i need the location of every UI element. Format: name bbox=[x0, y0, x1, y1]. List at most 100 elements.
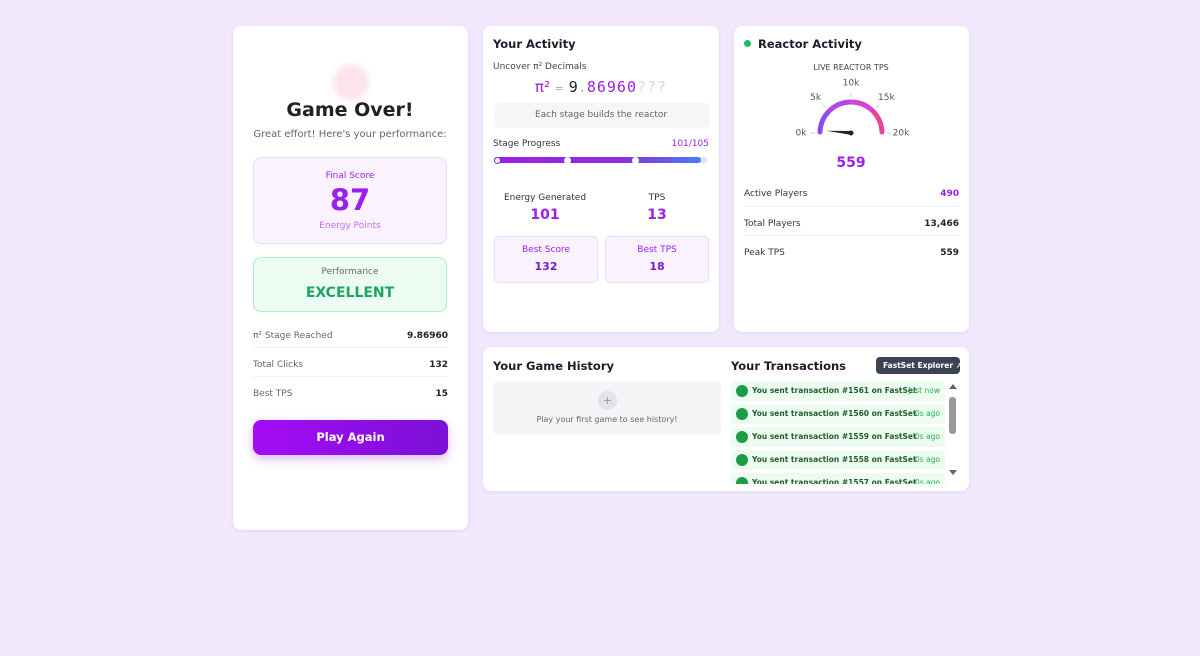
divider bbox=[253, 376, 448, 377]
performance-value: EXCELLENT bbox=[305, 285, 395, 301]
explorer-button[interactable]: FastSet Explorer ↗ bbox=[876, 357, 962, 374]
best-box bbox=[605, 236, 709, 283]
gauge-tick-label: 15k bbox=[878, 93, 895, 103]
stat-value: 15 bbox=[435, 389, 448, 399]
card-title: Reactor Activity bbox=[758, 37, 862, 51]
add-icon: + bbox=[598, 391, 617, 410]
info-box bbox=[494, 103, 709, 128]
stat-label: TPS bbox=[648, 193, 666, 203]
progress-fill bbox=[494, 157, 701, 163]
stat-label: Active Players bbox=[744, 189, 808, 199]
scrollbar bbox=[947, 384, 957, 480]
gauge-tick-label: 10k bbox=[843, 79, 860, 89]
stat-value: 13 bbox=[647, 207, 667, 223]
title: Game Over! bbox=[286, 99, 414, 121]
card-title: Your Transactions bbox=[731, 359, 847, 373]
stat-value: 101 bbox=[530, 207, 560, 223]
point: . bbox=[577, 78, 587, 96]
card-title: Your Game History bbox=[493, 359, 614, 373]
tx-text: You sent transaction #1559 on FastSet bbox=[752, 432, 917, 441]
card-title: Your Activity bbox=[493, 37, 576, 51]
subtitle: Uncover π² Decimals bbox=[493, 62, 587, 72]
explorer-label: FastSet Explorer bbox=[883, 361, 954, 370]
tx-text: You sent transaction #1557 on FastSet bbox=[752, 478, 917, 484]
equation: π² = 9.86960??? bbox=[535, 78, 667, 96]
revealed-digits: 86960 bbox=[586, 78, 637, 96]
progress-dot bbox=[564, 157, 571, 164]
live-dot bbox=[744, 40, 751, 47]
pi-symbol: π² bbox=[534, 78, 550, 96]
gauge-label: LIVE REACTOR TPS bbox=[813, 63, 889, 72]
tx-time: Just now bbox=[908, 386, 940, 395]
gauge-segment bbox=[827, 99, 853, 113]
tx-time: 0s ago bbox=[914, 478, 940, 484]
tx-time: 0s ago bbox=[914, 455, 940, 464]
gauge-hub bbox=[848, 130, 854, 136]
progress-value: 101/105 bbox=[671, 139, 709, 149]
gauge-tick-label: 5k bbox=[810, 93, 822, 103]
stat-value: 490 bbox=[940, 189, 959, 199]
transaction-item: You sent transaction #1561 on FastSet Jus… bbox=[731, 381, 945, 401]
subtitle: Great effort! Here's your performance: bbox=[253, 129, 447, 140]
best-box bbox=[494, 236, 598, 283]
tx-text: You sent transaction #1560 on FastSet bbox=[752, 409, 917, 418]
tx-icon bbox=[736, 408, 748, 420]
gauge-tick-label: 20k bbox=[893, 129, 910, 139]
info-text: Each stage builds the reactor bbox=[534, 110, 668, 120]
divider bbox=[744, 206, 959, 207]
integer: 9 bbox=[568, 78, 578, 96]
tx-time: 0s ago bbox=[914, 409, 940, 418]
best-label: Best Score bbox=[522, 245, 570, 255]
score-label: Final Score bbox=[325, 171, 375, 181]
history-empty-text: Play your first game to see history! bbox=[536, 415, 678, 424]
gauge-needle bbox=[826, 130, 852, 135]
performance-box bbox=[253, 257, 447, 312]
tx-text: You sent transaction #1561 on FastSet bbox=[752, 386, 917, 395]
transaction-item: You sent transaction #1560 on FastSet 0s … bbox=[731, 404, 945, 424]
equals: = bbox=[554, 82, 564, 95]
stat-label: Total Players bbox=[744, 219, 801, 229]
progress-label: Stage Progress bbox=[493, 139, 561, 149]
transaction-item: You sent transaction #1559 on FastSet 0s … bbox=[731, 427, 945, 447]
transaction-list: You sent transaction #1561 on FastSet Jus… bbox=[731, 381, 947, 484]
tx-icon bbox=[736, 454, 748, 466]
gauge: 0k 5k 10k 15k 20k bbox=[796, 79, 911, 139]
gauge-segment bbox=[849, 99, 875, 113]
transaction-item: You sent transaction #1557 on FastSet 0s … bbox=[731, 473, 945, 484]
score-box bbox=[253, 157, 447, 244]
best-value: 132 bbox=[534, 260, 558, 273]
tx-icon bbox=[736, 385, 748, 397]
scroll-up bbox=[949, 384, 957, 389]
best-value: 18 bbox=[649, 260, 665, 273]
progress-dot bbox=[632, 157, 639, 164]
stat-value: 559 bbox=[940, 248, 959, 258]
performance-label: Performance bbox=[321, 267, 379, 277]
tx-icon bbox=[736, 477, 748, 484]
gauge-tick bbox=[822, 104, 826, 108]
gauge-segment bbox=[817, 109, 831, 135]
stat-label: Peak TPS bbox=[744, 248, 785, 258]
scroll-thumb bbox=[949, 397, 956, 434]
stat-label: π² Stage Reached bbox=[253, 331, 333, 341]
divider bbox=[744, 235, 959, 236]
scroll-down bbox=[949, 470, 957, 475]
gauge-tick-label: 0k bbox=[796, 129, 808, 139]
stat-value: 9.86960 bbox=[407, 331, 448, 341]
reactor-card bbox=[734, 26, 969, 332]
gauge-value: 559 bbox=[836, 155, 866, 171]
stat-label: Energy Generated bbox=[503, 193, 587, 203]
gauge-tick bbox=[876, 104, 880, 108]
progress-dot bbox=[494, 157, 501, 164]
divider bbox=[253, 347, 448, 348]
play-again-button[interactable]: Play Again bbox=[253, 420, 448, 455]
stat-value: 13,466 bbox=[924, 219, 959, 229]
decoration bbox=[333, 64, 369, 100]
score-unit: Energy Points bbox=[319, 221, 381, 231]
tx-icon bbox=[736, 431, 748, 443]
stat-value: 132 bbox=[429, 360, 448, 370]
hidden-digits: ??? bbox=[636, 78, 668, 96]
score-value: 87 bbox=[329, 183, 371, 217]
gauge-segment bbox=[871, 109, 885, 135]
tx-text: You sent transaction #1558 on FastSet bbox=[752, 455, 917, 464]
